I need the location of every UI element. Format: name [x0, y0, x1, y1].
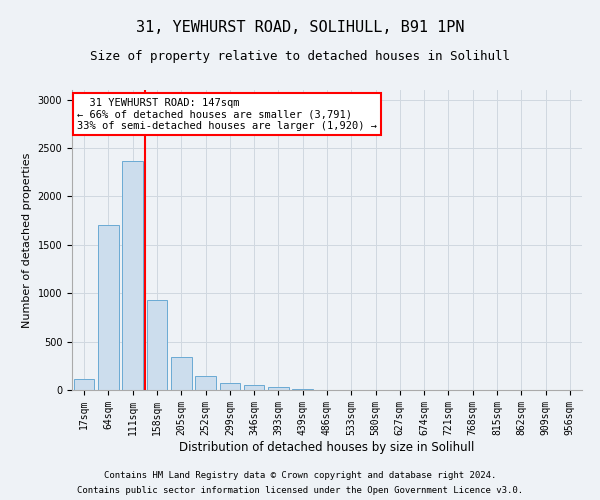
Bar	[171, 357, 191, 390]
Text: Size of property relative to detached houses in Solihull: Size of property relative to detached ho…	[90, 50, 510, 63]
Bar	[122, 160, 143, 390]
Bar	[74, 380, 94, 390]
Bar	[268, 387, 289, 390]
Y-axis label: Number of detached properties: Number of detached properties	[22, 152, 32, 328]
Text: 31, YEWHURST ROAD, SOLIHULL, B91 1PN: 31, YEWHURST ROAD, SOLIHULL, B91 1PN	[136, 20, 464, 35]
Bar	[195, 376, 216, 390]
Bar	[292, 389, 313, 390]
X-axis label: Distribution of detached houses by size in Solihull: Distribution of detached houses by size …	[179, 440, 475, 454]
Bar	[220, 383, 240, 390]
Bar	[98, 226, 119, 390]
Bar	[244, 385, 265, 390]
Text: Contains HM Land Registry data © Crown copyright and database right 2024.: Contains HM Land Registry data © Crown c…	[104, 471, 496, 480]
Text: Contains public sector information licensed under the Open Government Licence v3: Contains public sector information licen…	[77, 486, 523, 495]
Bar	[146, 300, 167, 390]
Text: 31 YEWHURST ROAD: 147sqm
← 66% of detached houses are smaller (3,791)
33% of sem: 31 YEWHURST ROAD: 147sqm ← 66% of detach…	[77, 98, 377, 130]
